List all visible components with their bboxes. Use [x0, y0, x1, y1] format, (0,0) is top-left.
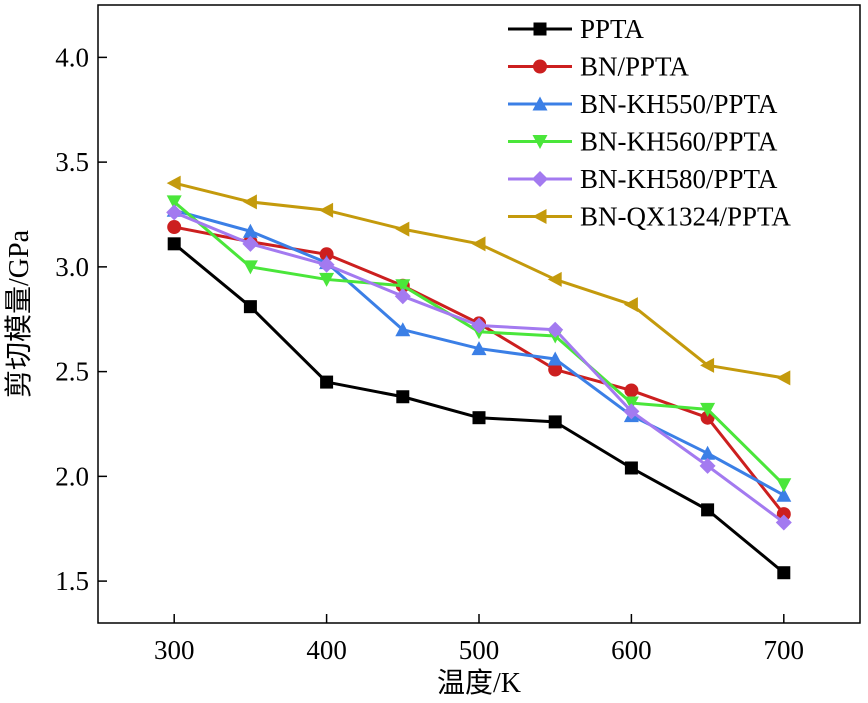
y-tick-label: 3.5 [55, 147, 89, 177]
data-point [701, 503, 715, 517]
y-tick-label: 2.0 [55, 461, 89, 491]
data-point [776, 487, 792, 502]
data-point [166, 204, 183, 221]
x-tick-label: 700 [764, 635, 805, 665]
series-5 [166, 175, 791, 386]
data-point [167, 220, 182, 235]
data-point [471, 236, 486, 252]
legend-label: BN/PPTA [580, 52, 689, 82]
data-point [318, 256, 335, 273]
data-point [242, 223, 258, 238]
legend-item: BN/PPTA [508, 52, 689, 82]
series-layer [166, 175, 792, 580]
data-point [166, 195, 182, 210]
data-point [395, 221, 410, 237]
data-point [776, 507, 791, 522]
data-point [166, 175, 181, 191]
y-tick-label: 1.5 [55, 566, 89, 596]
data-point [320, 375, 334, 389]
series-4 [166, 204, 792, 531]
y-axis-title: 剪切模量/GPa [3, 229, 35, 398]
legend-item: PPTA [508, 14, 644, 44]
legend-label: BN-KH560/PPTA [580, 127, 778, 157]
legend-marker [533, 22, 547, 36]
legend-label: BN-KH550/PPTA [580, 89, 778, 119]
data-point [547, 321, 564, 338]
data-point [395, 322, 411, 337]
data-point [167, 237, 181, 251]
data-point [395, 279, 411, 294]
data-point [471, 341, 487, 356]
legend-marker [532, 96, 548, 111]
data-point [319, 272, 335, 287]
legend-item: BN-KH580/PPTA [508, 164, 778, 194]
data-point [547, 351, 563, 366]
data-point [547, 271, 562, 287]
legend: PPTA BN/PPTA BN-KH550/PPTA BN-KH560/PPTA BN-… [508, 14, 791, 232]
series-line [173, 211, 785, 524]
series-1 [167, 220, 791, 522]
data-point [242, 260, 258, 275]
legend-item: BN-QX1324/PPTA [508, 202, 791, 232]
data-point [471, 317, 487, 334]
legend-marker [532, 171, 548, 187]
data-point [624, 461, 638, 475]
x-tick-label: 600 [611, 635, 652, 665]
data-point [623, 297, 638, 313]
x-tick-label: 500 [459, 635, 500, 665]
x-axis-title: 温度/K [437, 667, 521, 699]
x-tick-label: 300 [154, 635, 195, 665]
data-point [623, 403, 640, 420]
legend-item: BN-KH560/PPTA [508, 127, 778, 157]
data-point [777, 566, 791, 580]
legend-label: BN-KH580/PPTA [580, 164, 778, 194]
series-2 [166, 202, 792, 502]
data-point [319, 247, 334, 262]
legend-label: PPTA [580, 14, 644, 44]
data-point [548, 362, 563, 377]
y-tick-label: 2.5 [55, 357, 89, 387]
data-point [776, 478, 792, 493]
legend-marker [532, 209, 547, 224]
legend-item: BN-KH550/PPTA [508, 89, 778, 119]
data-point [548, 415, 562, 429]
data-point [472, 411, 486, 425]
data-point [776, 370, 791, 386]
data-point [700, 402, 716, 417]
axes: 1.5 2.0 2.5 3.0 3.5 4.0 300 400 500 600 700 [55, 42, 804, 665]
y-tick-label: 4.0 [55, 42, 89, 72]
legend-marker [532, 135, 548, 149]
data-point [319, 202, 334, 218]
data-point [243, 300, 257, 314]
data-point [242, 194, 257, 210]
data-point [775, 514, 792, 531]
x-tick-label: 400 [306, 635, 347, 665]
legend-label: BN-QX1324/PPTA [580, 202, 791, 232]
data-point [394, 288, 411, 305]
data-point [242, 235, 259, 252]
legend-marker [533, 59, 547, 74]
data-point [700, 357, 715, 373]
data-point [396, 390, 410, 404]
y-tick-label: 3.0 [55, 252, 89, 282]
data-point [699, 457, 716, 474]
data-point [624, 383, 639, 398]
data-point [700, 445, 716, 460]
series-0 [167, 237, 791, 580]
